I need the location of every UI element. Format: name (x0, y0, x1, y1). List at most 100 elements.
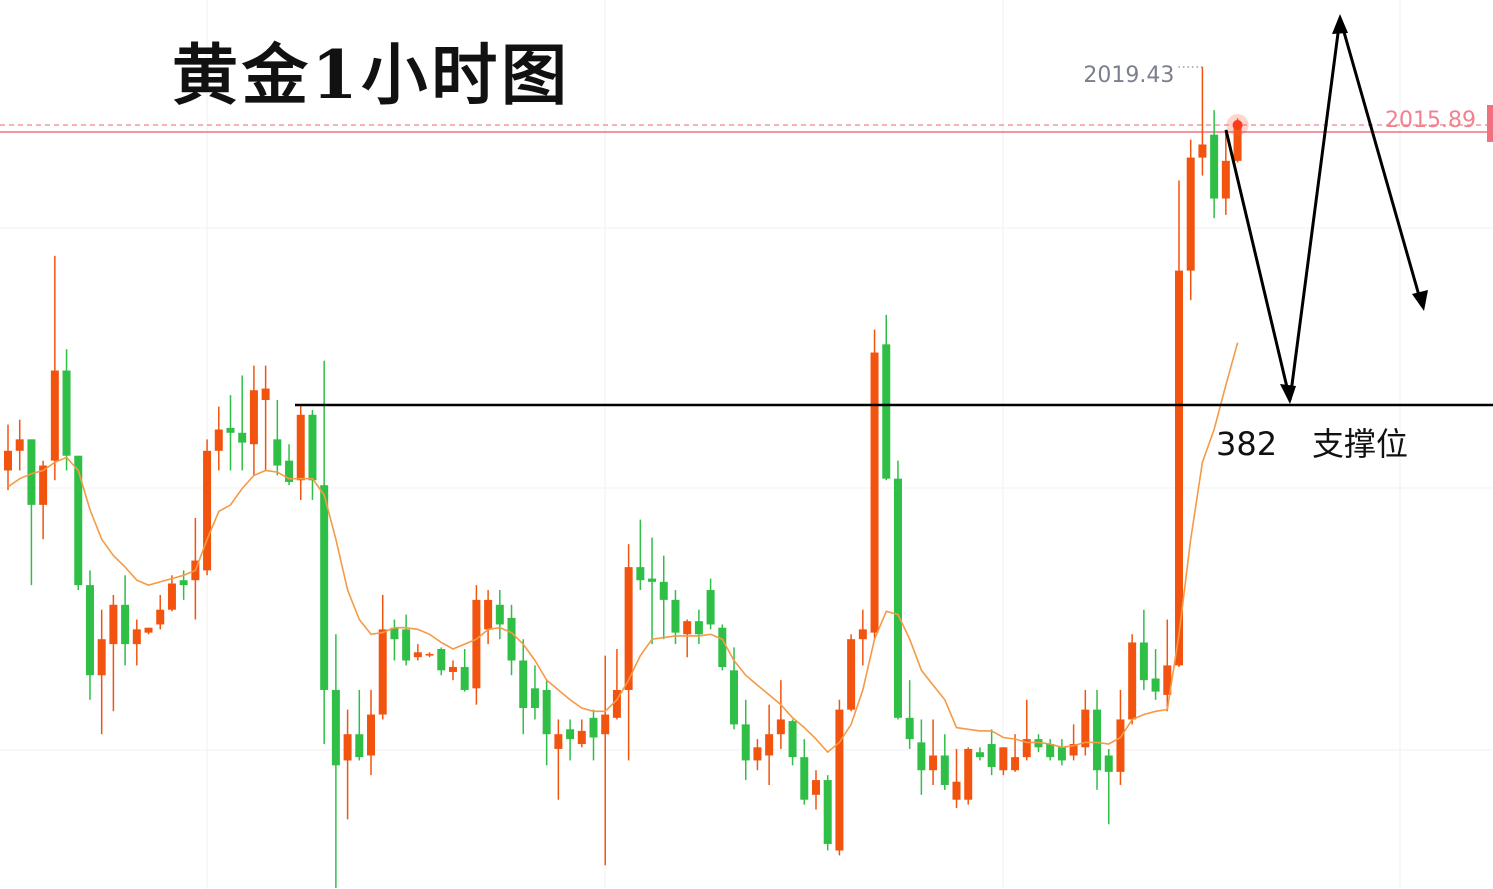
last-price-label: 2015.89 (1385, 108, 1476, 133)
candle-body (554, 734, 563, 749)
candle-body (765, 734, 774, 756)
candle-body (542, 689, 551, 735)
candle-body (718, 627, 727, 668)
candle-body (917, 742, 926, 771)
candle-body (858, 629, 867, 640)
price-axis-marker (1487, 105, 1493, 142)
candle-body (882, 344, 891, 479)
candle-body (1081, 709, 1090, 748)
candle-body (905, 717, 914, 740)
candle-body (425, 653, 434, 656)
candle-body (261, 388, 270, 401)
candle-body (179, 580, 188, 586)
arrow-head (1332, 14, 1348, 34)
candle-body (1151, 678, 1160, 692)
forecast-arrow (1224, 17, 1424, 401)
candle-body (929, 755, 938, 771)
candle-body (85, 585, 94, 676)
candle-body (1233, 124, 1242, 161)
candle-body (694, 621, 703, 635)
candle-body (683, 621, 692, 635)
candle-body (741, 724, 750, 761)
candle-body (730, 670, 739, 725)
candle-body (308, 414, 317, 481)
candle-body (1198, 144, 1207, 158)
candle-body (4, 450, 12, 471)
candle-body (413, 652, 422, 658)
annotation-text: 支撑位 (1312, 425, 1408, 463)
candle-body (1139, 642, 1148, 681)
plot: 2019.43 2015.89 (0, 63, 1493, 889)
candle-body (1034, 739, 1043, 748)
candle-body (367, 714, 376, 756)
annotations: 382 支撑位 黄金1小时图 (172, 14, 1493, 463)
candle-body (975, 752, 984, 758)
candle-body (659, 581, 668, 600)
candle-body (847, 639, 856, 710)
candle-body (378, 629, 387, 715)
candle-body (331, 689, 340, 766)
chart-title: 黄金1小时图 (172, 36, 567, 114)
candle-body (74, 455, 83, 586)
arrow-head (1412, 290, 1428, 311)
candle-body (1163, 665, 1172, 695)
candle-body (320, 485, 329, 690)
candle-body (50, 370, 59, 461)
candle-body (1186, 157, 1195, 271)
candle-body (203, 450, 212, 571)
candle-body (249, 390, 258, 445)
candle-body (706, 590, 715, 625)
candle-body (940, 755, 949, 785)
candle-body (893, 478, 902, 718)
candle-body (1116, 719, 1125, 772)
candle-body (472, 599, 481, 689)
candle-body (273, 439, 282, 466)
candle-body (495, 604, 504, 625)
candle-body (577, 730, 586, 745)
candle-body (601, 714, 610, 735)
candle-body (437, 649, 446, 671)
candle-body (15, 439, 24, 451)
candle-body (1069, 744, 1078, 756)
candle-body (1221, 160, 1230, 199)
candle-body (132, 629, 141, 645)
candle-body (507, 617, 516, 661)
candle-body (402, 629, 411, 661)
candle-body (27, 439, 36, 505)
candle-body (1175, 270, 1183, 666)
candle-body (823, 780, 832, 844)
candle-body (238, 432, 247, 443)
candle-body (1011, 757, 1020, 771)
candle-body (870, 352, 879, 633)
candle-body (1093, 709, 1102, 771)
candle-body (448, 667, 457, 672)
candle-body (343, 734, 352, 761)
candle-body (214, 429, 223, 451)
candle-body (987, 744, 996, 767)
candle-body (624, 567, 633, 690)
candle-body (226, 427, 235, 433)
candle-body (636, 567, 645, 581)
last-price-dot (1232, 119, 1243, 130)
ma-line (7, 342, 1239, 754)
candle-body (62, 370, 71, 456)
candle-body (355, 734, 364, 758)
candle-body (1022, 739, 1031, 758)
candle-body (121, 604, 130, 645)
candle-body (109, 604, 118, 645)
candle-body (964, 748, 973, 800)
candle-body (753, 747, 762, 761)
annotation-number: 382 (1216, 425, 1277, 463)
candle-body (97, 639, 106, 676)
candle-body (519, 660, 528, 708)
high-label: 2019.43 (1083, 63, 1174, 88)
candle-body (167, 583, 176, 610)
candle-body (530, 688, 539, 708)
candle-body (156, 609, 165, 625)
candle-body (788, 721, 797, 758)
candle-body (811, 780, 820, 795)
candle-body (285, 460, 294, 482)
candle-body (648, 578, 657, 582)
